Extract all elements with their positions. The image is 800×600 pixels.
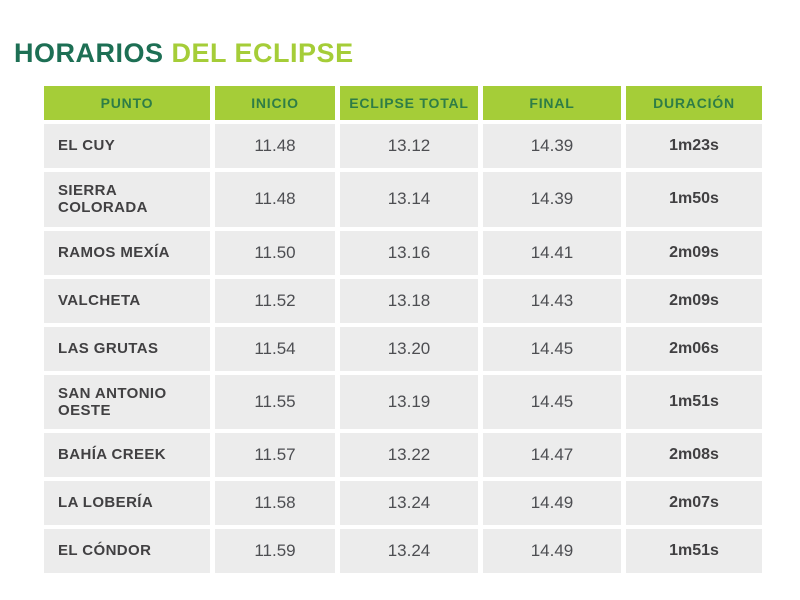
cell-final: 14.39 [483, 172, 621, 227]
cell-final: 14.49 [483, 481, 621, 525]
table-body: EL CUY 11.48 13.12 14.39 1m23s SIERRA CO… [44, 124, 762, 573]
cell-final: 14.45 [483, 374, 621, 429]
cell-duracion: 2m07s [626, 481, 762, 525]
cell-eclipse-total: 13.24 [340, 481, 478, 525]
cell-duracion: 1m51s [626, 529, 762, 573]
cell-inicio: 11.54 [215, 326, 335, 371]
cell-inicio: 11.48 [215, 172, 335, 227]
cell-duracion: 2m08s [626, 433, 762, 477]
cell-inicio: 11.59 [215, 529, 335, 573]
table-row: SIERRA COLORADA 11.48 13.14 14.39 1m50s [44, 172, 762, 227]
cell-duracion: 1m51s [626, 374, 762, 429]
cell-duracion: 2m09s [626, 278, 762, 323]
table-row: RAMOS MEXÍA 11.50 13.16 14.41 2m09s [44, 230, 762, 275]
cell-final: 14.45 [483, 326, 621, 371]
page-title: HORARIOS DEL ECLIPSE [14, 38, 354, 69]
cell-final: 14.41 [483, 230, 621, 275]
cell-punto: SAN ANTONIO OESTE [44, 374, 210, 429]
cell-inicio: 11.50 [215, 230, 335, 275]
cell-punto: EL CÓNDOR [44, 529, 210, 573]
column-header-duracion: DURACIÓN [626, 86, 762, 120]
cell-inicio: 11.55 [215, 374, 335, 429]
cell-eclipse-total: 13.22 [340, 433, 478, 477]
cell-eclipse-total: 13.14 [340, 172, 478, 227]
cell-duracion: 1m23s [626, 124, 762, 168]
cell-eclipse-total: 13.19 [340, 374, 478, 429]
table-row: VALCHETA 11.52 13.18 14.43 2m09s [44, 278, 762, 323]
cell-final: 14.47 [483, 433, 621, 477]
table-row: LA LOBERÍA 11.58 13.24 14.49 2m07s [44, 481, 762, 525]
cell-duracion: 1m50s [626, 172, 762, 227]
cell-punto: BAHÍA CREEK [44, 433, 210, 477]
cell-duracion: 2m06s [626, 326, 762, 371]
table-row: EL CUY 11.48 13.12 14.39 1m23s [44, 124, 762, 168]
cell-final: 14.49 [483, 529, 621, 573]
cell-inicio: 11.52 [215, 278, 335, 323]
cell-eclipse-total: 13.16 [340, 230, 478, 275]
cell-punto: VALCHETA [44, 278, 210, 323]
table-row: EL CÓNDOR 11.59 13.24 14.49 1m51s [44, 529, 762, 573]
cell-final: 14.43 [483, 278, 621, 323]
cell-punto: RAMOS MEXÍA [44, 230, 210, 275]
cell-eclipse-total: 13.20 [340, 326, 478, 371]
column-header-eclipse-total: ECLIPSE TOTAL [340, 86, 478, 120]
cell-punto: SIERRA COLORADA [44, 172, 210, 227]
eclipse-times-table: PUNTO INICIO ECLIPSE TOTAL FINAL DURACIÓ… [39, 82, 767, 577]
cell-duracion: 2m09s [626, 230, 762, 275]
cell-final: 14.39 [483, 124, 621, 168]
page-title-dark-part: HORARIOS [14, 38, 164, 68]
cell-eclipse-total: 13.18 [340, 278, 478, 323]
column-header-final: FINAL [483, 86, 621, 120]
cell-inicio: 11.58 [215, 481, 335, 525]
cell-punto: EL CUY [44, 124, 210, 168]
cell-punto: LA LOBERÍA [44, 481, 210, 525]
table-row: BAHÍA CREEK 11.57 13.22 14.47 2m08s [44, 433, 762, 477]
cell-eclipse-total: 13.24 [340, 529, 478, 573]
column-header-punto: PUNTO [44, 86, 210, 120]
table-row: SAN ANTONIO OESTE 11.55 13.19 14.45 1m51… [44, 374, 762, 429]
table-header-row: PUNTO INICIO ECLIPSE TOTAL FINAL DURACIÓ… [44, 86, 762, 120]
column-header-inicio: INICIO [215, 86, 335, 120]
page-title-light-part: DEL ECLIPSE [171, 38, 354, 68]
cell-punto: LAS GRUTAS [44, 326, 210, 371]
cell-eclipse-total: 13.12 [340, 124, 478, 168]
cell-inicio: 11.57 [215, 433, 335, 477]
table-row: LAS GRUTAS 11.54 13.20 14.45 2m06s [44, 326, 762, 371]
cell-inicio: 11.48 [215, 124, 335, 168]
